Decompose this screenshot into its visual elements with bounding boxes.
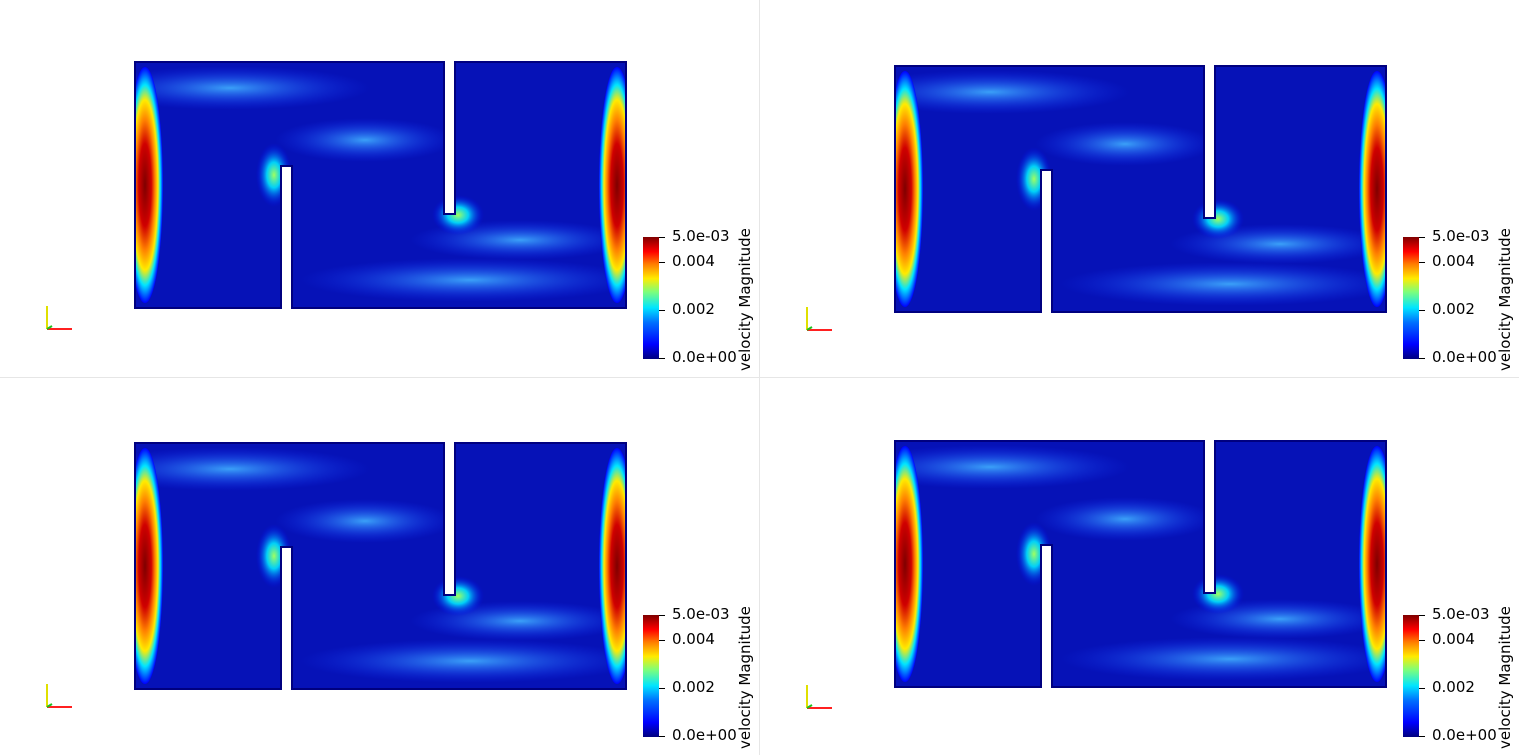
colorbar-tick (659, 237, 665, 238)
colorbar-tick (1419, 237, 1425, 238)
velocity-field-plot[interactable] (760, 378, 1400, 755)
colorbar-tick-label: 5.0e-03 (672, 605, 730, 623)
colorbar-tick-label: 0.002 (1432, 300, 1475, 318)
colorbar-title: velocity Magnitude (1496, 228, 1514, 371)
colorbar-tick (1419, 358, 1425, 359)
colorbar-gradient (1403, 615, 1419, 737)
colorbar-tick-label: 5.0e-03 (1432, 605, 1490, 623)
colorbar-tick (659, 262, 665, 263)
render-view-4[interactable]: 5.0e-03 0.004 0.002 0.0e+00 velocity Magnitu… (760, 378, 1519, 755)
colorbar-tick-label: 0.0e+00 (1432, 726, 1497, 744)
velocity-field-plot[interactable] (0, 378, 640, 755)
colorbar-tick (1419, 262, 1425, 263)
colorbar-tick-label: 0.0e+00 (1432, 348, 1497, 366)
orientation-axes-icon (806, 685, 832, 709)
velocity-field-plot[interactable] (0, 0, 640, 377)
colorbar-tick-label: 0.004 (1432, 630, 1475, 648)
viewport-divider-horizontal[interactable] (0, 377, 1519, 378)
colorbar-title: velocity Magnitude (736, 228, 754, 371)
colorbar-tick-label: 0.0e+00 (672, 726, 737, 744)
colorbar-tick-label: 0.002 (672, 678, 715, 696)
colorbar-tick (659, 358, 665, 359)
colorbar-title: velocity Magnitude (736, 606, 754, 749)
colorbar-tick-label: 0.004 (672, 252, 715, 270)
velocity-field-plot[interactable] (760, 0, 1400, 377)
colorbar-gradient (1403, 237, 1419, 359)
colorbar-tick-label: 0.0e+00 (672, 348, 737, 366)
colorbar-tick (1419, 310, 1425, 311)
colorbar-tick-label: 0.002 (672, 300, 715, 318)
colorbar-gradient (643, 237, 659, 359)
colorbar-tick (1419, 640, 1425, 641)
render-view-3[interactable]: 5.0e-03 0.004 0.002 0.0e+00 velocity Magnitu… (0, 378, 759, 755)
colorbar-tick (659, 640, 665, 641)
colorbar-gradient (643, 615, 659, 737)
colorbar-tick (659, 736, 665, 737)
colorbar-title: velocity Magnitude (1496, 606, 1514, 749)
orientation-axes-icon (46, 684, 72, 708)
colorbar-tick-label: 5.0e-03 (1432, 227, 1490, 245)
render-view-1[interactable]: 5.0e-03 0.004 0.002 0.0e+00 velocity Magnitu… (0, 0, 759, 377)
colorbar-tick (1419, 688, 1425, 689)
colorbar-tick-label: 0.002 (1432, 678, 1475, 696)
colorbar-tick-label: 0.004 (672, 630, 715, 648)
orientation-axes-icon (46, 306, 72, 330)
colorbar-tick (659, 310, 665, 311)
colorbar-tick (1419, 615, 1425, 616)
orientation-axes-icon (806, 307, 832, 331)
render-view-2[interactable]: 5.0e-03 0.004 0.002 0.0e+00 velocity Magnitu… (760, 0, 1519, 377)
colorbar-tick (1419, 736, 1425, 737)
colorbar-tick (659, 688, 665, 689)
colorbar-tick-label: 0.004 (1432, 252, 1475, 270)
colorbar-tick (659, 615, 665, 616)
colorbar-tick-label: 5.0e-03 (672, 227, 730, 245)
